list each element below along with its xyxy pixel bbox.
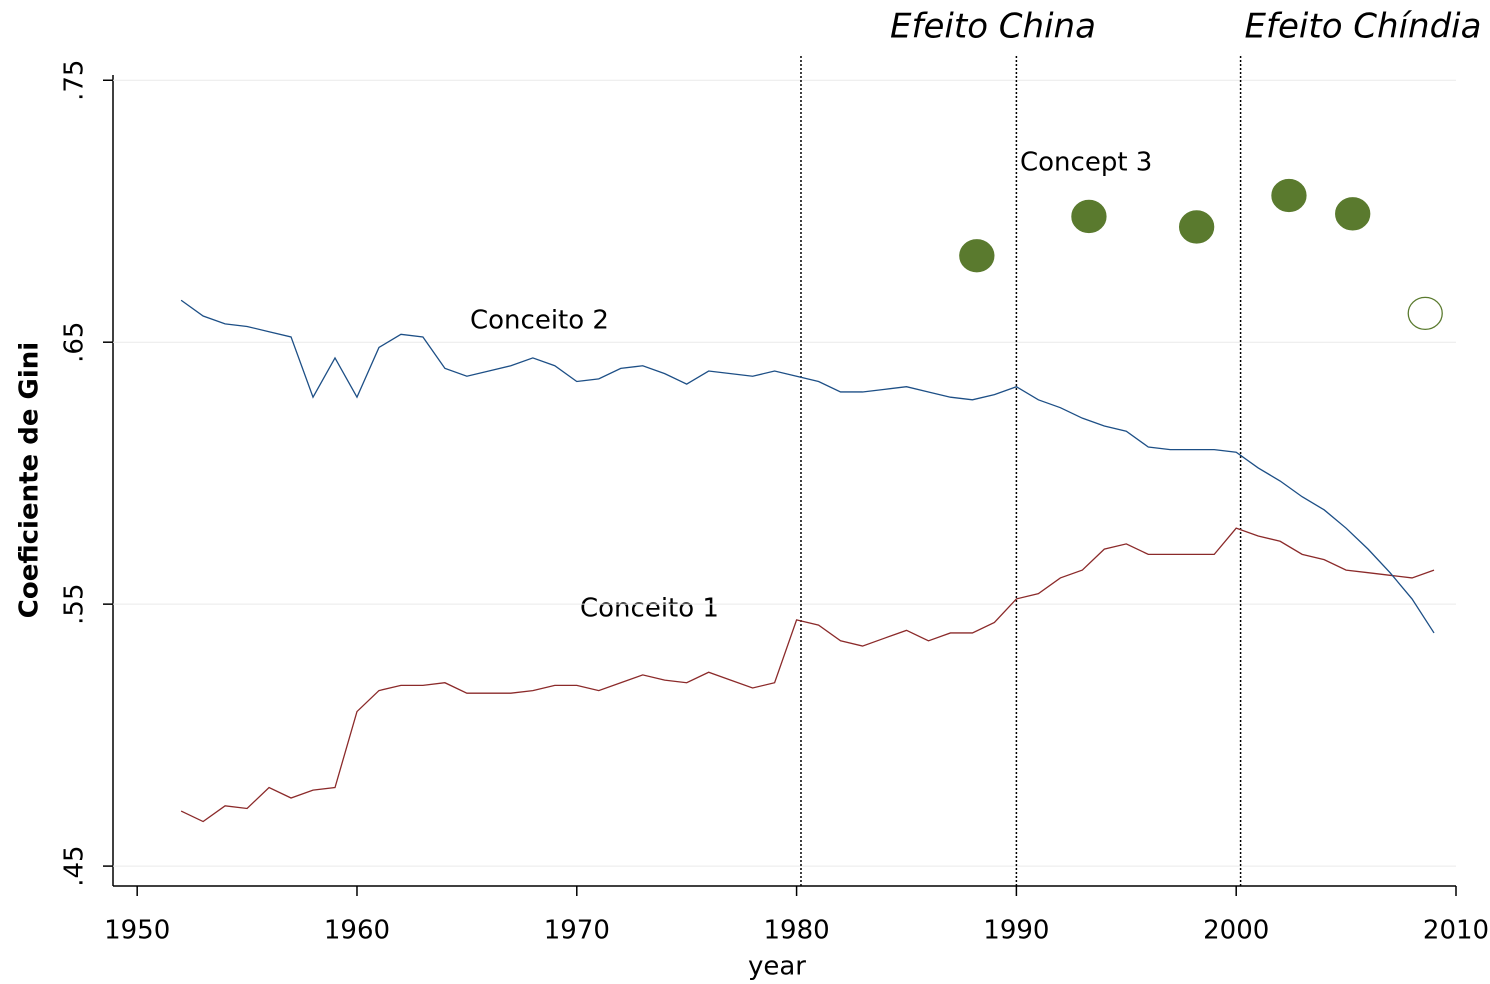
x-tick-label: 1990	[983, 916, 1049, 946]
series-label: Conceito 1	[580, 594, 719, 624]
scatter-point	[1071, 199, 1107, 234]
scatter-point	[1407, 296, 1443, 331]
x-tick-label: 1970	[544, 916, 610, 946]
scatter-point	[1178, 210, 1215, 244]
line-series	[180, 527, 1435, 823]
x-axis-title: year	[748, 952, 806, 982]
y-tick-label: .75	[60, 60, 90, 101]
line-series	[180, 299, 1435, 634]
y-tick-label: .65	[60, 322, 90, 363]
x-tick-label: 1980	[764, 916, 830, 946]
y-tick-label: .45	[60, 845, 90, 886]
x-tick-label: 2010	[1423, 916, 1489, 946]
scatter-point	[1335, 197, 1371, 231]
annotation: Efeito Chíndia	[1245, 7, 1482, 47]
scatter-point	[959, 239, 995, 273]
y-tick-label: .55	[60, 583, 90, 624]
scatter-point	[1271, 178, 1307, 213]
x-tick-label: 1950	[104, 916, 170, 946]
y-axis-title: Coeficiente de Gini	[15, 342, 45, 618]
series-label: Conceito 2	[470, 306, 609, 336]
x-tick-label: 2000	[1203, 916, 1269, 946]
annotation: Efeito China	[890, 7, 1096, 47]
x-tick-label: 1960	[324, 916, 390, 946]
series-label: Concept 3	[1020, 148, 1152, 178]
